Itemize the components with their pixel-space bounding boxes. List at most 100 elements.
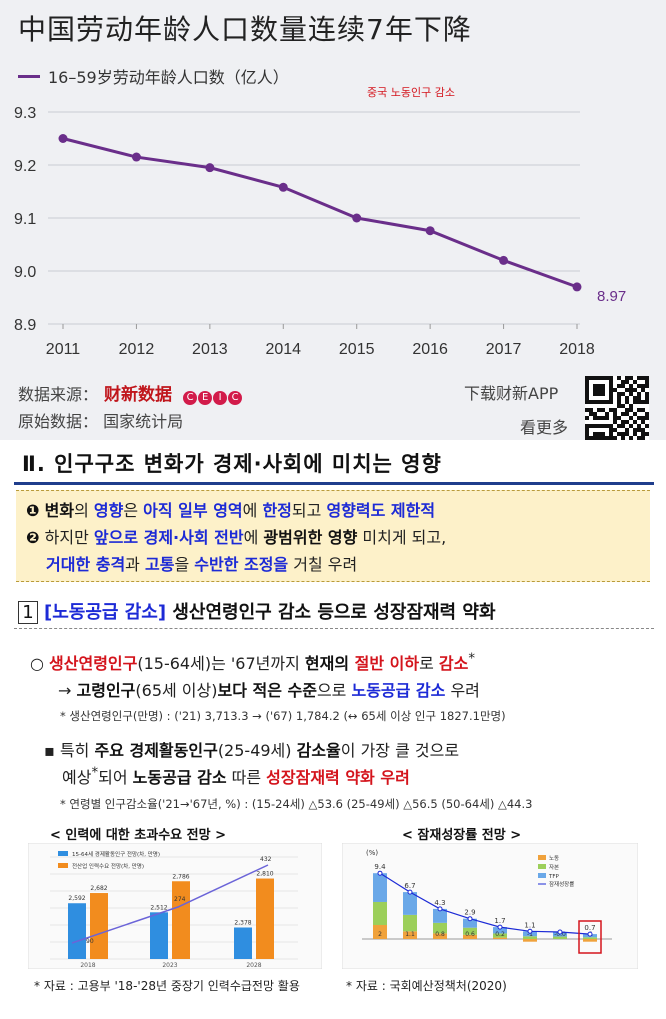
qr-module (601, 424, 605, 428)
text: 거대한 충격 (46, 555, 126, 574)
qr-module (625, 428, 629, 432)
total-label: 0.7 (584, 924, 595, 932)
text: 보다 적은 수준 (217, 681, 317, 700)
text: 감소 (438, 654, 469, 673)
qr-module (645, 424, 649, 428)
qr-module (585, 432, 589, 436)
qr-module (589, 412, 593, 416)
text: 영향 (93, 501, 124, 520)
subsection-number: 1 (18, 601, 38, 624)
qr-code-icon[interactable] (585, 376, 649, 440)
stacked-bar (523, 936, 537, 939)
stacked-bar (493, 937, 507, 939)
qr-module (637, 436, 641, 440)
gap-line (71, 864, 269, 944)
text: 수반한 조정을 (194, 555, 289, 574)
negative-bar (523, 939, 537, 942)
source-note-2: * 자료 : 국회예산정책처(2020) (346, 979, 507, 993)
top-chart-panel: 中国劳动年龄人口数量连续7年下降 16–59岁劳动年龄人口数（亿人） 중국 노동… (0, 0, 666, 440)
qr-module (617, 392, 621, 396)
qr-module (589, 408, 593, 412)
qr-module (601, 392, 605, 396)
qr-module (585, 436, 589, 440)
chart2-title: < 잠재성장률 전망 > (402, 828, 522, 843)
text: 하지만 (39, 528, 94, 547)
qr-module (605, 424, 609, 428)
qr-module (609, 428, 613, 432)
qr-module (589, 424, 593, 428)
qr-module (605, 412, 609, 416)
qr-module (613, 420, 617, 424)
legend-swatch (538, 855, 546, 860)
qr-module (637, 408, 641, 412)
qr-module (629, 404, 633, 408)
bar-label: 2,592 (68, 895, 85, 902)
text: 에 (243, 528, 264, 547)
section-divider (14, 482, 654, 485)
text: 로 (419, 654, 439, 673)
labor-label: -1 (527, 931, 533, 938)
total-label: 9.4 (374, 863, 386, 871)
highlight-box (578, 920, 602, 954)
text: 되고 (291, 501, 327, 520)
legend-label: 16–59岁劳动年龄人口数（亿人） (48, 68, 289, 87)
qr-module (629, 436, 633, 440)
text: 특히 (59, 741, 95, 760)
note-2: * 연령별 인구감소율('21→'67년, %) : (15-24세) △53.… (60, 797, 533, 811)
qr-module (597, 416, 601, 420)
legend-label: 노동 (549, 855, 559, 862)
qr-module (605, 436, 609, 440)
summary-line: 거대한 충격과 고통을 수반한 조정을 거칠 우려 (26, 551, 640, 578)
subsection-text: 생산연령인구 감소 등으로 성장잠재력 약화 (166, 602, 496, 623)
qr-module (601, 432, 605, 436)
qr-module (585, 380, 589, 384)
labor-label: 1.1 (405, 931, 415, 938)
source-label: 数据来源： (18, 385, 99, 404)
qr-module (629, 408, 633, 412)
growth-point (557, 929, 563, 935)
summary-line: ❶ 변화의 영향은 아직 일부 영역에 한정되고 영향력도 제한적 (26, 497, 640, 524)
paragraph-b-line2: 예상*되어 노동공급 감소 따른 성장잠재력 약화 우려 (62, 764, 410, 788)
qr-module (601, 384, 605, 388)
qr-module (641, 436, 645, 440)
qr-module (609, 400, 613, 404)
legend-swatch (58, 863, 68, 868)
qr-module (609, 376, 613, 380)
chart-frame (342, 843, 638, 969)
bar (234, 927, 252, 959)
qr-module (597, 376, 601, 380)
text: 현재의 (304, 654, 355, 673)
growth-point (497, 924, 503, 930)
qr-module (633, 396, 637, 400)
text: 영향력도 제한적 (326, 501, 436, 520)
legend-swatch (538, 864, 546, 869)
qr-module (645, 376, 649, 380)
subsection-heading: 1 [노동공급 감소] 생산연령인구 감소 등으로 성장잠재력 약화 (18, 598, 496, 624)
x-tick-label: 2014 (265, 341, 301, 358)
paragraph-a-line1: ○ 생산연령인구(15-64세)는 '67년까지 현재의 절반 이하로 감소* (30, 650, 475, 674)
text: 노동공급 감소 (132, 768, 227, 787)
text: 노동공급 감소 (351, 681, 446, 700)
qr-module (597, 424, 601, 428)
qr-module (625, 396, 629, 400)
text: 생산연령인구 (49, 654, 138, 673)
bar (150, 912, 168, 959)
line-label: 274 (174, 896, 186, 903)
text: 거칠 우려 (288, 555, 358, 574)
qr-module (637, 428, 641, 432)
qr-module (585, 400, 589, 404)
text: 예상 (62, 768, 92, 787)
qr-module (609, 424, 613, 428)
text: 고령인구 (76, 681, 136, 700)
qr-module (645, 384, 649, 388)
y-tick-label: 8.9 (14, 317, 36, 334)
qr-module (613, 416, 617, 420)
y-tick-label: 9.3 (14, 105, 36, 122)
qr-module (597, 384, 601, 388)
bar (68, 903, 86, 959)
bar (172, 881, 190, 959)
qr-module (633, 420, 637, 424)
summary-box: ❶ 변화의 영향은 아직 일부 영역에 한정되고 영향력도 제한적 ❷ 하지만 … (16, 490, 650, 582)
